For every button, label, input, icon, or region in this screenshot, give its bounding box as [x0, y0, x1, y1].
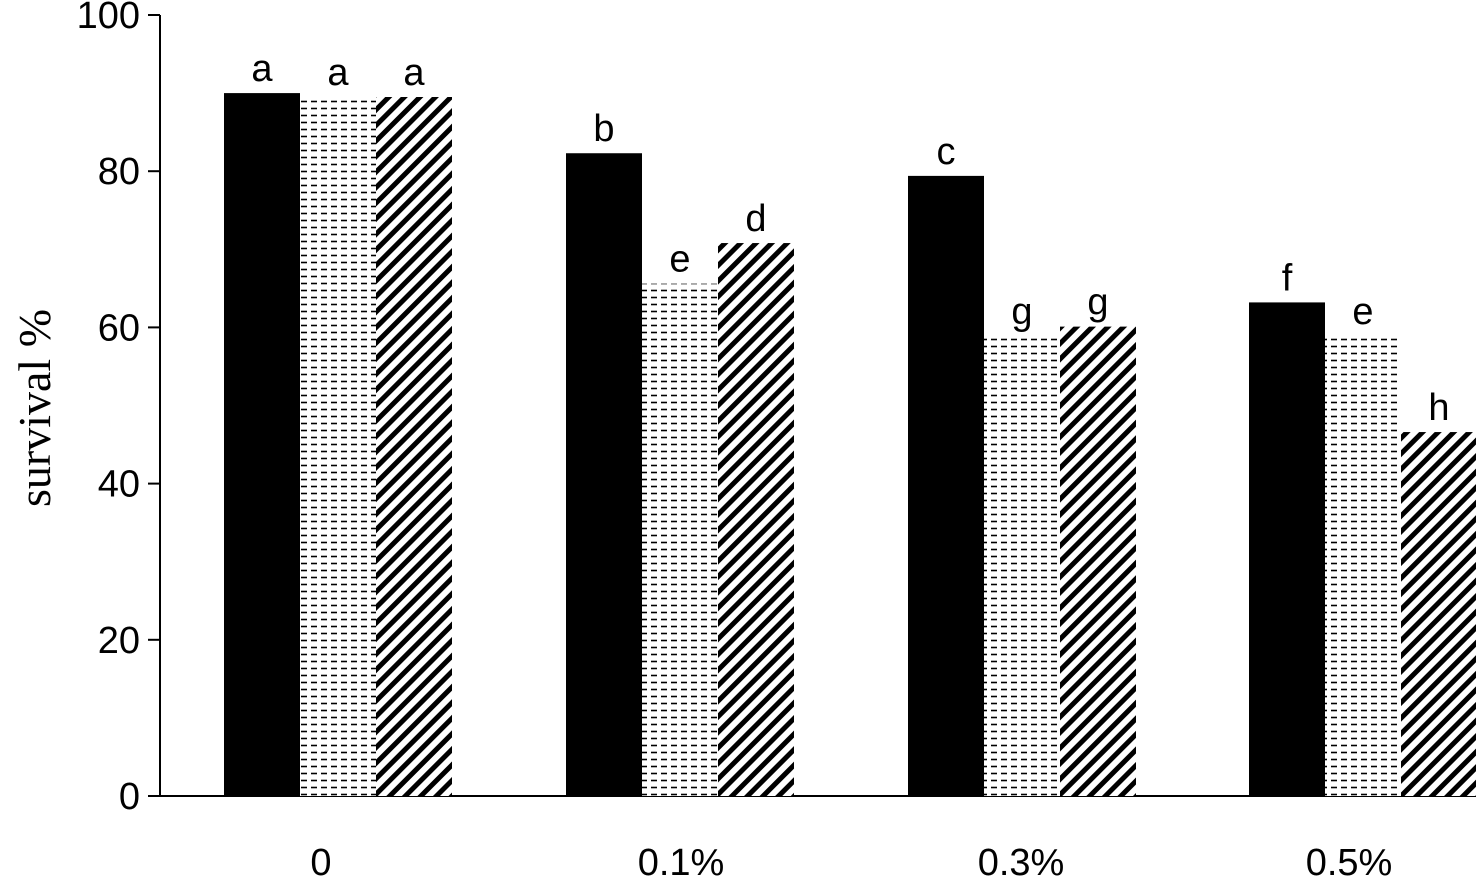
bar	[642, 283, 718, 796]
significance-label: e	[1352, 291, 1373, 333]
significance-label: g	[1087, 282, 1108, 324]
bar	[376, 97, 452, 796]
bar	[1249, 302, 1325, 796]
y-tick-label: 80	[98, 151, 140, 193]
significance-label: e	[669, 239, 690, 281]
significance-label: b	[593, 108, 614, 150]
y-tick-label: 60	[98, 307, 140, 349]
bar	[1325, 335, 1401, 796]
bar	[984, 335, 1060, 796]
x-category-label: 0	[310, 842, 331, 884]
bar	[908, 175, 984, 797]
y-tick-label: 100	[77, 0, 140, 37]
bar	[566, 153, 642, 796]
significance-label: h	[1428, 387, 1449, 429]
x-category-label: 0.5%	[1306, 842, 1393, 884]
x-category-label: 0.3%	[978, 842, 1065, 884]
bar	[718, 243, 794, 796]
significance-label: d	[745, 198, 766, 240]
significance-label: a	[403, 52, 425, 94]
bar	[224, 93, 300, 797]
y-tick-label: 0	[119, 776, 140, 818]
significance-label: c	[937, 131, 956, 173]
y-tick-label: 40	[98, 464, 140, 506]
x-category-label: 0.1%	[638, 842, 725, 884]
y-tick-label: 20	[98, 620, 140, 662]
significance-label: a	[251, 48, 273, 90]
bar	[1401, 432, 1476, 796]
significance-label: g	[1011, 291, 1032, 333]
y-axis-label: survival %	[9, 309, 60, 507]
bar	[300, 97, 376, 796]
significance-label: f	[1282, 257, 1293, 299]
bar	[1060, 326, 1136, 796]
significance-label: a	[327, 52, 349, 94]
